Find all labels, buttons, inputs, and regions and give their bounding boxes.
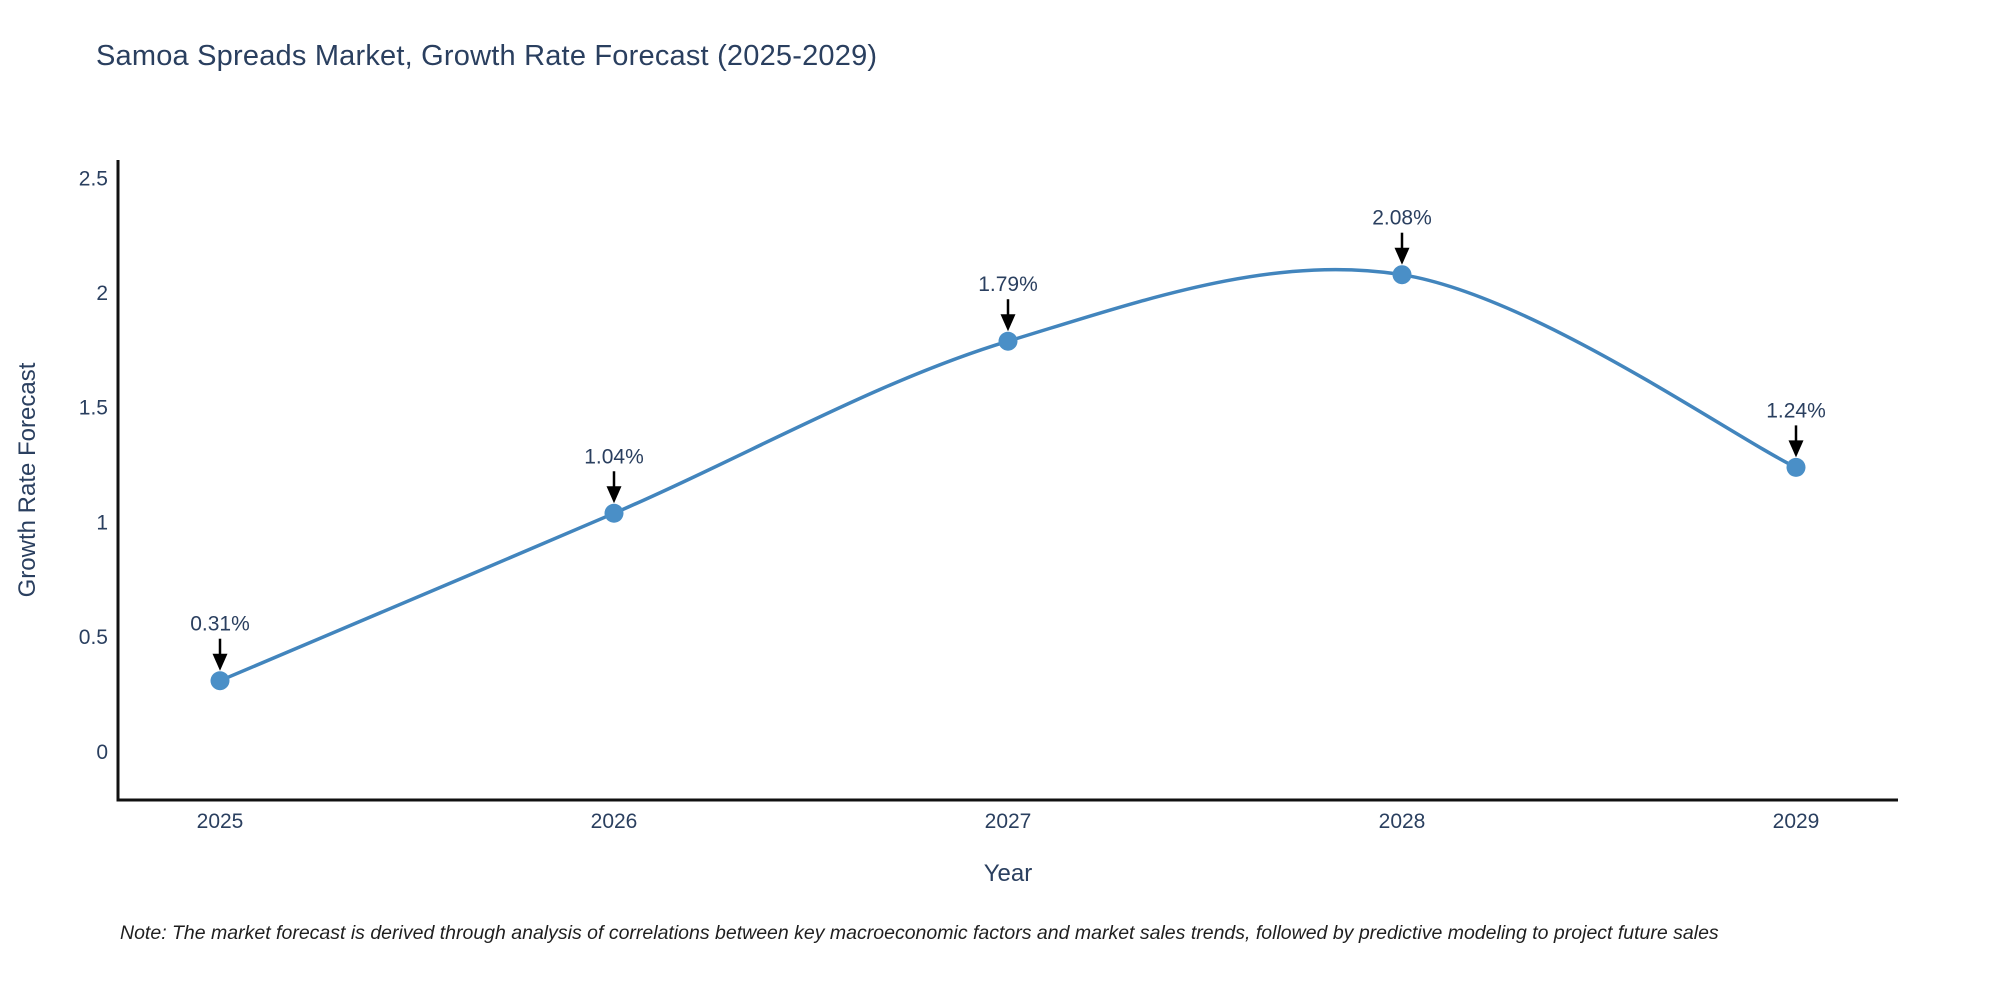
x-tick-label: 2026 — [591, 810, 638, 833]
data-point-2025[interactable] — [210, 671, 230, 691]
footnote: Note: The market forecast is derived thr… — [120, 922, 1719, 944]
y-tick-label: 2 — [96, 282, 108, 305]
annotation-arrow-head — [1788, 440, 1804, 458]
y-tick-label: 1.5 — [79, 397, 108, 420]
y-tick-label: 2.5 — [79, 167, 108, 190]
x-tick-label: 2028 — [1379, 810, 1426, 833]
chart-title: Samoa Spreads Market, Growth Rate Foreca… — [96, 40, 878, 72]
point-value-label: 1.04% — [584, 445, 644, 468]
point-value-label: 0.31% — [190, 613, 250, 636]
point-value-label: 2.08% — [1372, 207, 1432, 230]
y-tick-label: 0 — [96, 741, 108, 764]
data-point-2027[interactable] — [998, 331, 1018, 351]
annotation-arrow-head — [1000, 314, 1016, 332]
data-point-2026[interactable] — [604, 503, 624, 523]
data-point-2028[interactable] — [1392, 265, 1412, 285]
data-point-2029[interactable] — [1786, 457, 1806, 477]
annotation-arrow-head — [606, 486, 622, 504]
x-tick-label: 2029 — [1773, 810, 1820, 833]
trend-line[interactable] — [219, 267, 1797, 683]
point-value-label: 1.79% — [978, 273, 1038, 296]
x-tick-label: 2027 — [985, 810, 1032, 833]
x-tick-label: 2025 — [197, 810, 244, 833]
annotation-arrow-head — [1394, 247, 1410, 265]
point-value-label: 1.24% — [1766, 399, 1826, 422]
annotation-arrow-head — [212, 653, 228, 671]
y-tick-label: 0.5 — [79, 626, 108, 649]
x-axis-title: Year — [983, 860, 1033, 887]
y-tick-label: 1 — [96, 511, 108, 534]
